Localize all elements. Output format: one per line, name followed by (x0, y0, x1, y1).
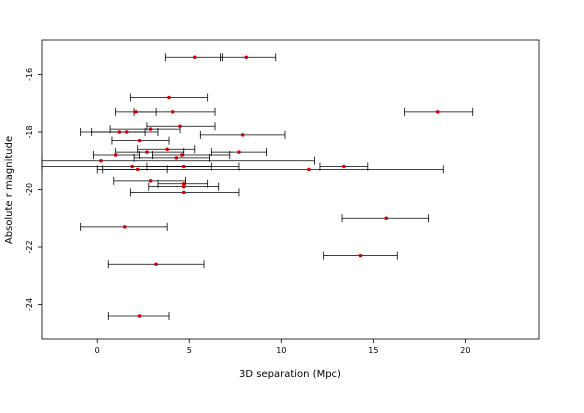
data-point-2 (167, 95, 171, 100)
data-point-28 (384, 216, 389, 221)
data-point-16 (180, 153, 184, 157)
x-axis-label: 3D separation (Mpc) (239, 369, 341, 380)
data-point-0 (192, 55, 197, 60)
y-tick-label: -18 (25, 125, 34, 138)
y-tick-label: -22 (25, 240, 34, 253)
data-point-29 (123, 225, 127, 229)
data-point-26 (181, 184, 186, 189)
data-point-14 (145, 150, 149, 154)
y-tick-label: -20 (25, 183, 34, 196)
data-point-9 (148, 127, 153, 131)
x-tick-label: 20 (460, 346, 470, 355)
data-point-8 (124, 130, 129, 134)
data-point-13 (113, 153, 118, 157)
x-tick-label: 10 (276, 346, 286, 355)
x-axis: 0 5 10 15 20 (95, 339, 470, 355)
x-tick-label: 5 (187, 346, 192, 355)
x-tick-label: 15 (368, 346, 378, 355)
y-tick-label: -24 (25, 298, 34, 311)
errorbar-1 (220, 53, 277, 62)
data-point-11 (137, 138, 142, 143)
data-point-17 (237, 150, 241, 154)
data-point-24 (148, 179, 153, 183)
y-axis: -16 -18 -20 -22 -24 (25, 68, 42, 311)
data-point-4 (170, 110, 175, 114)
data-point-31 (154, 262, 158, 267)
data-point-5 (435, 110, 440, 114)
data-point-1 (244, 55, 249, 60)
data-point-21 (181, 164, 186, 169)
data-point-23 (307, 167, 311, 172)
data-point-7 (117, 130, 122, 134)
data-point-18 (99, 158, 103, 163)
data-point-27 (181, 190, 186, 195)
point-layer (99, 55, 440, 318)
data-point-20 (135, 167, 140, 172)
data-point-10 (240, 133, 245, 137)
y-tick-label: -16 (25, 68, 34, 81)
data-point-12 (165, 147, 169, 152)
data-point-25 (181, 181, 186, 186)
data-point-6 (178, 124, 182, 129)
y-axis-label: Absolute r magnitude (4, 136, 15, 244)
data-point-22 (342, 164, 346, 169)
data-point-32 (137, 314, 142, 318)
data-point-15 (174, 156, 179, 160)
errorbar-4 (133, 107, 216, 116)
errorbar-23 (96, 165, 444, 174)
x-tick-label: 0 (95, 346, 100, 355)
data-point-3 (134, 110, 138, 114)
data-point-19 (130, 164, 134, 169)
data-point-30 (358, 253, 363, 258)
plot-frame (41, 39, 540, 340)
errorbar-layer (41, 53, 474, 320)
